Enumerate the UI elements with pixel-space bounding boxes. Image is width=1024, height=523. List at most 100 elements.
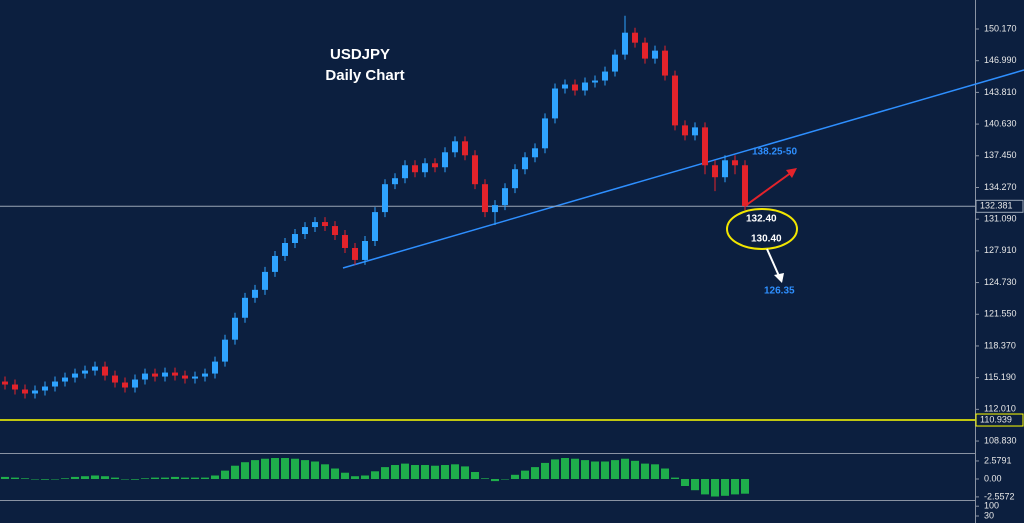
histogram-bar: [531, 467, 539, 480]
price-label-box: [975, 413, 1024, 427]
y-tick-label: 134.270: [984, 182, 1017, 192]
y-tick-label: 108.830: [984, 435, 1017, 445]
candle-body: [192, 376, 198, 379]
candle-body: [542, 118, 548, 149]
candle-body: [352, 247, 358, 260]
candle-body: [552, 88, 558, 119]
histogram-bar: [211, 475, 219, 480]
candle-body: [462, 141, 468, 156]
histogram-bar: [721, 479, 729, 496]
candle-body: [182, 375, 188, 379]
histogram-bar: [471, 472, 479, 480]
candle-body: [72, 373, 78, 378]
histogram-bar: [41, 479, 49, 480]
histogram-bar: [491, 479, 499, 482]
histogram-bar: [641, 463, 649, 480]
histogram-bar: [201, 477, 209, 480]
y-tick-label: 121.550: [984, 309, 1017, 319]
candle-body: [272, 255, 278, 272]
price-label: 110.939: [980, 414, 1012, 424]
candle-body: [12, 384, 18, 390]
y-tick-label: 131.090: [984, 214, 1017, 224]
histogram-bar: [231, 465, 239, 480]
histogram-bar: [381, 467, 389, 480]
candle-body: [332, 226, 338, 236]
histogram-bar: [691, 479, 699, 491]
annotation: 132.40: [746, 214, 777, 225]
candle-body: [472, 155, 478, 185]
candle-body: [672, 75, 678, 126]
histogram-bar: [111, 477, 119, 480]
histogram-bar: [571, 458, 579, 480]
candle-body: [382, 184, 388, 213]
candle-body: [432, 163, 438, 168]
histogram-bar: [671, 477, 679, 480]
candle-body: [282, 242, 288, 256]
histogram-bar: [91, 475, 99, 480]
histogram-bar: [661, 468, 669, 480]
histogram-bar: [541, 462, 549, 480]
histogram-bar: [151, 477, 159, 480]
y-tick-label: 127.910: [984, 245, 1017, 255]
candle-body: [62, 377, 68, 382]
marks: 132.381 110.939 150.170 146.990 143.810 140.6…: [0, 15, 1024, 520]
histogram-bar: [681, 479, 689, 487]
histogram-bar: [741, 479, 749, 494]
candle-body: [732, 160, 738, 166]
candle-body: [452, 141, 458, 153]
histogram-bar: [221, 470, 229, 480]
candle-body: [412, 165, 418, 173]
histogram-bar: [351, 476, 359, 480]
candle-body: [312, 222, 318, 228]
histogram-bar: [281, 458, 289, 480]
candle-body: [242, 297, 248, 318]
candle-body: [532, 148, 538, 158]
candle-body: [442, 152, 448, 168]
candle-body: [702, 127, 708, 166]
y-tick-label: 112.010: [984, 404, 1016, 414]
histogram-bar: [511, 474, 519, 480]
y-tick-label: 30: [984, 510, 994, 520]
histogram-bar: [21, 478, 29, 480]
candle-body: [92, 366, 98, 371]
candle-body: [482, 184, 488, 213]
y-tick-label: 2.5791: [984, 455, 1012, 465]
highlight-ellipse: [726, 208, 798, 250]
histogram-bar: [131, 479, 139, 480]
candle-body: [82, 370, 88, 374]
histogram-bar: [621, 458, 629, 480]
y-tick-label: 137.450: [984, 150, 1017, 160]
candle-body: [562, 84, 568, 89]
price-label: 132.381: [980, 201, 1013, 211]
histogram-bar: [251, 460, 259, 480]
histogram-bar: [391, 465, 399, 480]
candle-body: [342, 235, 348, 248]
histogram-bar: [81, 476, 89, 480]
histogram-bar: [291, 458, 299, 480]
histogram-bar: [191, 477, 199, 480]
candle-body: [32, 390, 38, 394]
histogram-bar: [321, 464, 329, 480]
histogram-bar: [711, 479, 719, 497]
candle-body: [652, 50, 658, 59]
price-label-box: [975, 199, 1024, 213]
candle-body: [222, 339, 228, 362]
histogram-bar: [421, 465, 429, 480]
annotation: 138.25-50: [752, 147, 797, 158]
histogram-bar: [521, 470, 529, 480]
candle-body: [682, 125, 688, 136]
histogram-bar: [581, 460, 589, 480]
y-tick-label: 0.00: [984, 473, 1002, 483]
histogram-bar: [361, 475, 369, 480]
candle-body: [742, 165, 748, 207]
histogram-bar: [11, 477, 19, 480]
histogram-bar: [501, 479, 509, 480]
candle-body: [292, 234, 298, 243]
y-tick-label: 146.990: [984, 55, 1017, 65]
chart-subtitle: Daily Chart: [325, 67, 404, 84]
candle-body: [112, 375, 118, 383]
histogram-bar: [161, 477, 169, 480]
chart-title: USDJPY: [330, 46, 390, 63]
